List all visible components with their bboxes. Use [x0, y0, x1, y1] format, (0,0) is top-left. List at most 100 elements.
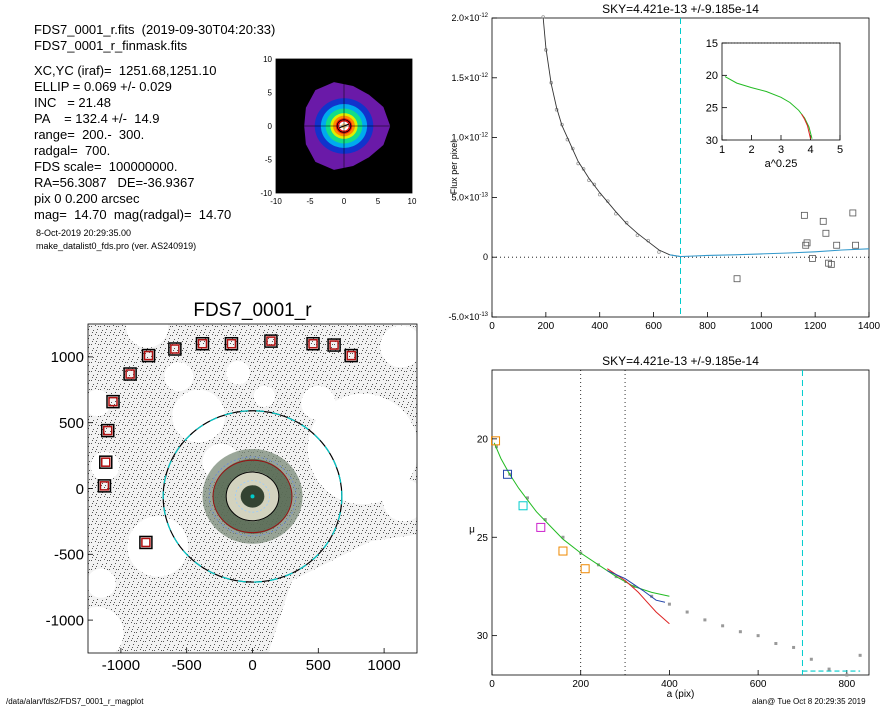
flux-y-tick-exponent: -12 [479, 133, 488, 139]
inset-y-tick-label: 25 [706, 103, 718, 115]
param-ellip: ELLIP = 0.069 +/- 0.029 [34, 79, 172, 94]
image-sky-box-inner [102, 425, 113, 436]
mu-frame [491, 369, 870, 676]
mu-grey-point [827, 667, 831, 671]
image-sky-box-inner [197, 338, 208, 349]
mu-grey-point [738, 630, 742, 634]
image-sky-box-inner [143, 350, 154, 361]
mu-x-tick-label: 0 [489, 679, 495, 690]
param-center: XC,YC (iraf)= 1251.68,1251.10 [34, 63, 217, 78]
image-sky-box-inner [308, 338, 318, 349]
image-masked-region [127, 516, 189, 577]
image-masked-region [226, 360, 250, 385]
image-sky-box-inner [170, 344, 180, 354]
flux-profile-line [542, 17, 681, 258]
flux-x-tick-label: 400 [591, 321, 608, 332]
image-content [88, 324, 417, 653]
flux-x-tick-label: 800 [699, 321, 716, 332]
thumbnail-x-tick-label: 10 [408, 197, 417, 206]
param-range: range= 200.- 300. [34, 127, 145, 142]
image-masked-region [172, 389, 225, 443]
flux-sky-box [802, 241, 810, 249]
mu-y-tick-label: 25 [477, 533, 489, 544]
flux-sky-box [803, 239, 811, 247]
param-mag: mag= 14.70 mag(radgal)= 14.70 [34, 207, 232, 222]
image-sky-box [168, 342, 182, 356]
image-x-tick-label: 500 [306, 657, 331, 674]
mu-xlabel: a (pix) [667, 689, 695, 700]
image-x-tick-label: -1000 [102, 657, 140, 674]
flux-sky-box [800, 211, 808, 219]
image-inner-ellipse [225, 471, 280, 522]
mu-marker [491, 436, 501, 446]
flux-y-tick-label: 1.5×10-12 [452, 73, 489, 83]
image-sky-box-inner [101, 457, 111, 467]
image-masked-region [380, 325, 417, 368]
flux-sky-box [819, 217, 827, 225]
flux-x-tick-label: 0 [489, 321, 495, 332]
param-radec: RA=56.3087 DE=-36.9367 [34, 175, 195, 190]
image-blank-area [268, 534, 417, 653]
param-pix: pix 0 0.200 arcsec [34, 191, 140, 206]
image-x-tick-label: -500 [172, 657, 202, 674]
image-sky-box [264, 334, 278, 348]
inset-x-tick-label: 5 [837, 144, 843, 156]
mu-marker [536, 522, 546, 532]
thumbnail-x-tick-label: 0 [342, 197, 347, 206]
inset-xlabel: a^0.25 [765, 158, 798, 170]
image-sky-box [141, 348, 156, 363]
inset-green-line [724, 76, 813, 139]
image-sky-box [100, 423, 115, 438]
mu-marker [580, 564, 590, 574]
thumbnail-y-tick-label: 0 [268, 122, 273, 131]
image-masked-region [88, 568, 116, 598]
inset-x-tick-label: 1 [719, 144, 725, 156]
inset-x-tick-label: 3 [778, 144, 784, 156]
inset-x-tick-label: 4 [807, 144, 813, 156]
image-radgal-ellipse-dash [162, 410, 343, 583]
mu-grey-point [809, 657, 813, 661]
image-x-tick-label: 1000 [367, 657, 400, 674]
inset-frame [721, 42, 841, 141]
flux-y-tick-label: 5.0×10-13 [452, 192, 489, 202]
flux-y-tick-label: -5.0×10-13 [449, 312, 489, 322]
mu-x-tick-label: 400 [661, 679, 678, 690]
flux-y-tick-exponent: -13 [479, 312, 488, 318]
flux-ylabel: Flux per pixel [449, 141, 459, 195]
image-sky-box-inner [99, 481, 110, 491]
inset-y-tick-label: 30 [706, 135, 718, 147]
thumbnail-x-tick-label: 5 [376, 197, 381, 206]
image-core-ellipse [234, 480, 271, 513]
mu-grey-point [721, 624, 725, 628]
image-sky-box-inner [108, 396, 118, 407]
image-masked-region [253, 385, 275, 407]
flux-y-tick-exponent: -13 [479, 192, 488, 198]
mu-x-tick-label: 600 [750, 679, 767, 690]
mu-grey-point [685, 610, 689, 614]
image-center [250, 494, 255, 499]
image-sky-box [99, 455, 113, 469]
flux-sky-box [833, 241, 841, 249]
image-y-tick-label: -1000 [46, 612, 84, 629]
image-sky-box [97, 479, 112, 493]
mu-red-line [607, 568, 670, 625]
flux-x-tick-label: 600 [645, 321, 662, 332]
flux-y-tick-exponent: -12 [479, 13, 488, 19]
mu-grey-point [667, 602, 671, 606]
header-file-line: FDS7_0001_r.fits (2019-09-30T04:20:33) [34, 22, 276, 37]
flux-x-tick-label: 1400 [858, 321, 881, 332]
flux-y-tick-label: 1.0×10-12 [452, 133, 489, 143]
mu-grey-point [494, 445, 498, 449]
mu-x-tick-label: 200 [572, 679, 589, 690]
image-sky-box [327, 338, 341, 352]
image-masked-region [307, 393, 417, 505]
flux-title: SKY=4.421e-13 +/-9.185e-14 [602, 2, 759, 16]
mu-blue-line [607, 570, 666, 603]
mu-y-tick-label: 20 [477, 434, 489, 445]
inset-y-tick-label: 15 [706, 38, 718, 50]
mu-title: SKY=4.421e-13 +/-9.185e-14 [602, 354, 759, 368]
image-y-tick-label: 0 [76, 481, 84, 498]
mu-grey-point [792, 645, 796, 649]
